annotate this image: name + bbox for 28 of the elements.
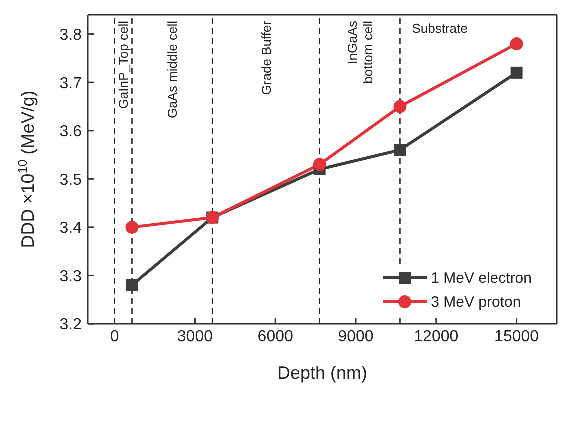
y-tick-label: 3.3 <box>60 268 82 286</box>
x-tick-label: 3000 <box>177 328 214 346</box>
annotation: GaInP_Top cell <box>116 20 132 110</box>
annotation: InGaAs bottom cell <box>344 20 376 84</box>
point <box>394 100 407 114</box>
y-tick-label: 3.2 <box>60 316 82 334</box>
x-tick-label: 6000 <box>258 328 294 346</box>
y-tick-label: 3.5 <box>60 172 82 189</box>
point <box>126 279 138 292</box>
annotation: GaAs middle cell <box>164 20 180 119</box>
y-tick-label: 3.7 <box>60 75 82 92</box>
y-tick-label: 3.4 <box>60 220 82 238</box>
y-tick-label: 3.8 <box>60 26 82 44</box>
point <box>394 144 406 156</box>
point <box>313 158 326 172</box>
x-axis-title: Depth (nm) <box>277 363 368 383</box>
annotation: Grade Buffer <box>258 20 274 96</box>
legend-label: 3 MeV proton <box>431 294 522 310</box>
point <box>510 66 523 79</box>
y-tick-label: 3.6 <box>60 124 82 141</box>
x-tick-label: 15000 <box>494 328 540 346</box>
x-tick-label: 9000 <box>338 328 374 346</box>
annotation: Substrate <box>412 20 468 36</box>
point <box>510 37 524 50</box>
point <box>126 220 139 234</box>
x-tick-label: 12000 <box>414 328 459 346</box>
legend-label: 1 MeV electron <box>431 270 532 286</box>
x-tick-label: 0 <box>110 328 120 346</box>
